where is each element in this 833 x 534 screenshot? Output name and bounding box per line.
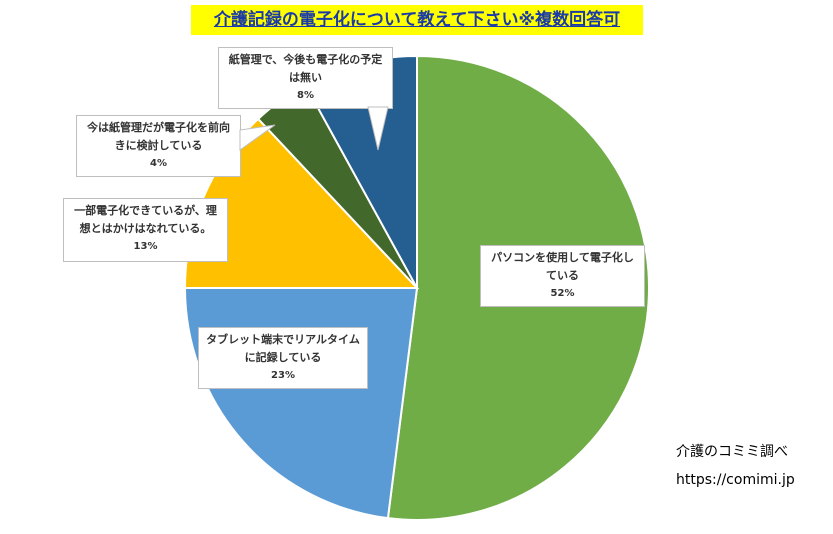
chart-title: 介護記録の電子化について教えて下さい※複数回答可	[191, 5, 643, 35]
slice-label-partial: 一部電子化できているが、理想とはかけはなれている。 13%	[63, 198, 228, 262]
source-credit: 介護のコミミ調べ https://comimi.jp	[676, 438, 795, 494]
slice-value-label: 13%	[133, 241, 158, 252]
slice-label-tablet: タブレット端末でリアルタイムに記録している 23%	[198, 327, 368, 389]
slice-label-text: 今は紙管理だが電子化を前向きに検討している	[87, 121, 230, 152]
slice-label-considering: 今は紙管理だが電子化を前向きに検討している 4%	[76, 115, 241, 177]
slice-label-text: 一部電子化できているが、理想とはかけはなれている。	[74, 204, 217, 235]
slice-label-paper: 紙管理で、今後も電子化の予定は無い 8%	[218, 47, 393, 109]
slice-value-label: 8%	[297, 90, 314, 101]
slice-label-text: 紙管理で、今後も電子化の予定は無い	[228, 53, 383, 84]
credit-url: https://comimi.jp	[676, 472, 795, 488]
slice-value-label: 52%	[550, 288, 575, 299]
slice-label-text: タブレット端末でリアルタイムに記録している	[206, 333, 360, 364]
slice-value-label: 23%	[271, 370, 295, 381]
credit-source: 介護のコミミ調べ	[676, 444, 788, 460]
pie-slice-1	[183, 287, 419, 520]
slice-label-text: パソコンを使用して電子化している	[491, 251, 634, 282]
slice-label-pc: パソコンを使用して電子化している 52%	[480, 245, 645, 307]
slice-value-label: 4%	[150, 158, 167, 169]
